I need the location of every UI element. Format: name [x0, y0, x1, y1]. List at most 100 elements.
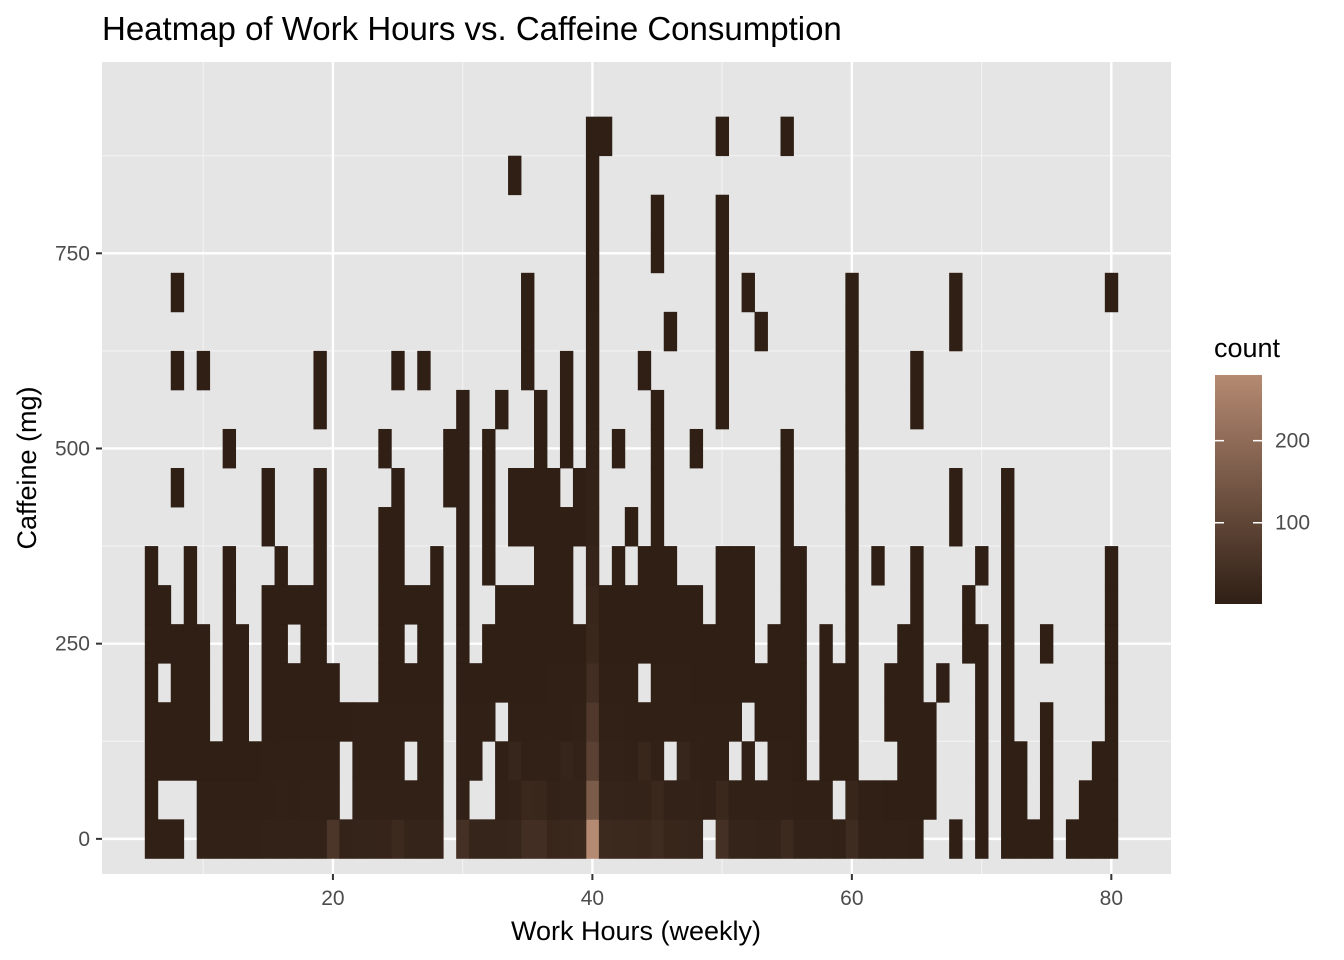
heatmap-cell [676, 702, 691, 742]
heatmap-cell [313, 741, 327, 781]
heatmap-cell [183, 702, 198, 742]
heatmap-cell [897, 702, 911, 742]
heatmap-cell [741, 272, 755, 313]
heatmap-cell [456, 507, 470, 547]
heatmap-cell [663, 585, 678, 625]
heatmap-cell [650, 428, 665, 469]
heatmap-cell [326, 702, 340, 742]
heatmap-cell [663, 546, 678, 586]
y-tick-label: 750 [55, 242, 90, 265]
heatmap-cell [767, 663, 781, 703]
heatmap-cell [456, 702, 470, 742]
heatmap-cell [456, 741, 470, 781]
heatmap-cell [611, 624, 626, 664]
heatmap-cell [365, 780, 379, 820]
heatmap-cell [624, 585, 639, 625]
heatmap-cell [845, 546, 859, 586]
heatmap-cell [521, 272, 535, 313]
heatmap-cell [170, 663, 185, 703]
heatmap-cell [287, 819, 301, 859]
heatmap-cell [417, 780, 431, 820]
heatmap-cell [715, 819, 730, 859]
heatmap-cell [975, 624, 989, 664]
heatmap-cell [170, 350, 185, 391]
heatmap-cell [508, 663, 522, 703]
heatmap-cell [637, 624, 652, 664]
heatmap-cell [559, 819, 574, 859]
heatmap-cell [754, 311, 768, 352]
heatmap-cell [365, 702, 379, 742]
heatmap-cell [144, 741, 159, 781]
heatmap-cell [196, 741, 211, 781]
heatmap-cell [313, 507, 327, 547]
heatmap-cell [884, 663, 898, 703]
heatmap-cell [495, 741, 509, 781]
heatmap-cell [183, 585, 198, 625]
heatmap-cell [300, 624, 314, 664]
heatmap-cell [391, 585, 405, 625]
heatmap-cell [1014, 741, 1028, 781]
heatmap-cell [793, 780, 807, 820]
heatmap-cell [313, 702, 327, 742]
heatmap-cell [598, 585, 613, 625]
heatmap-cell [1026, 819, 1041, 859]
heatmap-cell [495, 624, 509, 664]
heatmap-cell [702, 702, 717, 742]
heatmap-cell [715, 311, 730, 352]
heatmap-cell [274, 546, 288, 586]
heatmap-cell [780, 546, 794, 586]
heatmap-cell [559, 507, 574, 547]
heatmap-cell [793, 702, 807, 742]
heatmap-cell [196, 350, 211, 391]
heatmap-cell [313, 546, 327, 586]
heatmap-cell [482, 624, 496, 664]
heatmap-cell [300, 702, 314, 742]
heatmap-cell [728, 585, 742, 625]
heatmap-cell [702, 741, 717, 781]
heatmap-cell [949, 819, 963, 859]
heatmap-cell [845, 350, 859, 391]
x-tick-label: 40 [581, 887, 604, 910]
heatmap-cell [624, 741, 639, 781]
heatmap-cell [352, 702, 366, 742]
heatmap-cell [326, 819, 340, 859]
heatmap-cell [391, 507, 405, 547]
heatmap-cell [378, 741, 392, 781]
heatmap-cell [949, 311, 963, 352]
heatmap-cell [650, 663, 665, 703]
heatmap-cell [728, 702, 742, 742]
heatmap-cell [391, 624, 405, 664]
heatmap-cell [209, 780, 224, 820]
heatmap-cell [274, 780, 288, 820]
heatmap-cell [650, 233, 665, 274]
heatmap-cell [585, 624, 600, 664]
heatmap-cell [793, 663, 807, 703]
heatmap-cell [845, 780, 859, 820]
heatmap-cell [728, 624, 742, 664]
heatmap-cell [572, 663, 587, 703]
heatmap-cell [780, 468, 794, 508]
heatmap-cell [832, 702, 846, 742]
heatmap-cell [248, 741, 262, 781]
heatmap-cell [559, 780, 574, 820]
heatmap-cell [572, 702, 587, 742]
heatmap-cell [417, 819, 431, 859]
heatmap-cell [300, 780, 314, 820]
heatmap-cell [910, 624, 924, 664]
legend-title: count [1214, 333, 1281, 363]
heatmap-cell [352, 819, 366, 859]
heatmap-cell [910, 702, 924, 742]
heatmap-cell [144, 819, 159, 859]
heatmap-cell [663, 702, 678, 742]
heatmap-cell [391, 780, 405, 820]
heatmap-cell [404, 780, 418, 820]
heatmap-cell [715, 272, 730, 313]
heatmap-cell [780, 702, 794, 742]
heatmap-cell [689, 428, 704, 469]
heatmap-cell [910, 389, 924, 430]
heatmap-cell [819, 780, 833, 820]
heatmap-cell [378, 585, 392, 625]
heatmap-cell [1091, 741, 1106, 781]
heatmap-cell [637, 585, 652, 625]
heatmap-cell [209, 819, 224, 859]
